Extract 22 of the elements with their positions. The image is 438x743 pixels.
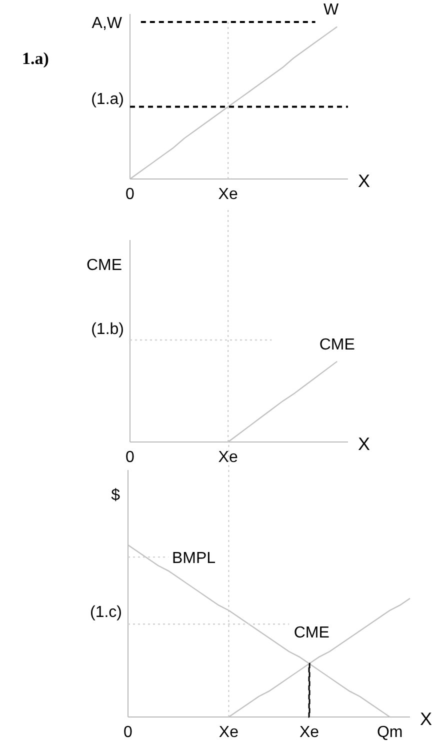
x-tick-label: 0 xyxy=(126,449,135,466)
x-tick-label: Xe xyxy=(218,449,238,466)
x-axis-title: X xyxy=(420,709,432,729)
x-axis-title: X xyxy=(358,171,370,191)
x-tick-label: Xe xyxy=(218,724,239,741)
text: 1.a) xyxy=(22,49,49,68)
x-tick-label: 0 xyxy=(126,186,135,203)
x-axis-title: X xyxy=(358,434,370,454)
series-label: CME xyxy=(294,624,330,642)
text: (1.c) xyxy=(90,604,122,621)
series-label: W xyxy=(324,2,340,19)
x-tick-label: Xe xyxy=(218,186,238,203)
series-label: CME xyxy=(319,336,355,354)
x-tick-label: Xe xyxy=(299,724,320,741)
x-tick-label: Qm xyxy=(376,724,403,741)
text: (1.a) xyxy=(91,91,124,108)
series-label: BMPL xyxy=(172,550,216,567)
y-axis-title: CME xyxy=(86,257,122,274)
text: (1.b) xyxy=(91,321,124,338)
y-axis-title: $ xyxy=(111,487,120,504)
x-tick-label: 0 xyxy=(124,724,133,741)
y-axis-title: A,W xyxy=(92,15,123,32)
